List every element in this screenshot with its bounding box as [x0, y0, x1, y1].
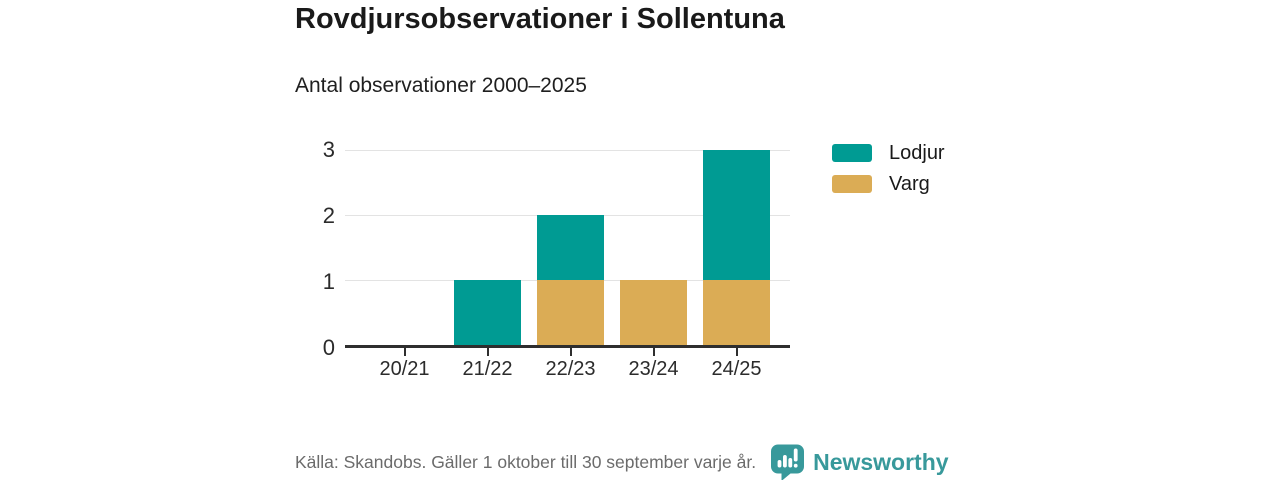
bar-stack — [371, 150, 438, 345]
tick-slot — [446, 348, 529, 356]
legend-swatch — [832, 144, 872, 162]
x-tick-mark — [652, 348, 655, 356]
x-tick-label: 22/23 — [545, 358, 596, 380]
gridline — [345, 150, 790, 151]
bar-stack — [537, 150, 604, 345]
x-tick-label: 24/25 — [711, 358, 762, 380]
tick-slot — [363, 348, 446, 356]
bar-stack — [703, 150, 770, 345]
bar-segment-varg — [620, 280, 687, 345]
bar-slot — [529, 150, 612, 345]
legend-item: Lodjur — [832, 141, 945, 165]
legend: Lodjur Varg — [832, 141, 945, 203]
bar-stack — [620, 150, 687, 345]
y-tick-label: 2 — [322, 203, 335, 229]
bar-segment-lodjur — [454, 280, 521, 345]
bar-segment-lodjur — [703, 150, 770, 281]
x-tick-label: 20/21 — [379, 358, 430, 380]
tick-slot — [529, 348, 612, 356]
x-tick-mark — [403, 348, 406, 356]
legend-label: Lodjur — [889, 141, 945, 164]
bar-segment-varg — [537, 280, 604, 345]
bar-segment-lodjur — [537, 215, 604, 281]
chart-title: Rovdjursobservationer i Sollentuna — [295, 3, 785, 35]
plot-area: 20/21 21/22 22/23 23/24 24/25 — [345, 150, 790, 380]
y-tick-label: 3 — [322, 137, 335, 162]
bar-slot — [363, 150, 446, 345]
bar-segment-varg — [703, 280, 770, 345]
brand-name: Newsworthy — [813, 448, 949, 475]
y-tick-label: 1 — [322, 269, 335, 295]
bar-slot — [446, 150, 529, 345]
legend-swatch — [832, 175, 872, 193]
x-axis-labels: 20/21 21/22 22/23 23/24 24/25 — [345, 358, 790, 381]
bar-stack — [454, 150, 521, 345]
x-tick-mark — [735, 348, 738, 356]
legend-item: Varg — [832, 172, 945, 196]
bar-slot — [612, 150, 695, 345]
newsworthy-brand: Newsworthy — [771, 444, 949, 480]
x-tick-label: 21/22 — [462, 358, 513, 380]
tick-slot — [612, 348, 695, 356]
bar-slot — [695, 150, 778, 345]
x-tick-mark — [569, 348, 572, 356]
source-note: Källa: Skandobs. Gäller 1 oktober till 3… — [295, 451, 757, 472]
x-tick-mark — [486, 348, 489, 356]
x-axis-ticks — [345, 348, 790, 356]
x-tick-label: 23/24 — [628, 358, 679, 380]
bars — [363, 150, 778, 345]
footer: Källa: Skandobs. Gäller 1 oktober till 3… — [295, 444, 1255, 480]
y-axis-labels: 0 1 2 3 — [290, 139, 335, 359]
chart-subtitle: Antal observationer 2000–2025 — [295, 74, 587, 97]
y-tick-label: 0 — [322, 335, 335, 360]
legend-label: Varg — [889, 172, 930, 195]
tick-slot — [695, 348, 778, 356]
newsworthy-logo-icon — [771, 444, 805, 480]
